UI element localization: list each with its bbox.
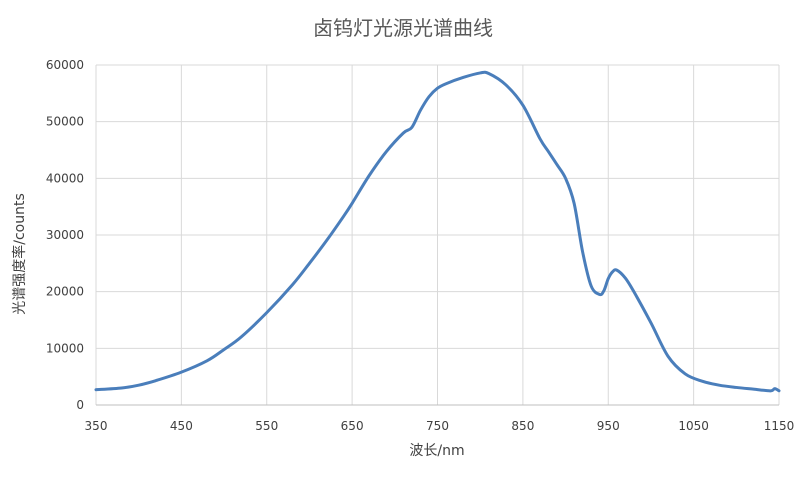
x-tick-label: 850 [511,419,534,433]
x-tick-label: 1150 [764,419,795,433]
y-tick-label: 20000 [46,285,84,299]
y-tick-label: 0 [76,398,84,412]
x-tick-label: 950 [597,419,620,433]
grid-lines [95,64,780,405]
tick-labels: 0 10000 20000 30000 40000 50000 60000 350 450 550… [46,58,794,433]
chart-title: 卤钨灯光源光谱曲线 [313,16,493,40]
x-tick-label: 1050 [678,419,709,433]
y-tick-label: 50000 [46,115,84,129]
y-axis-label: 光谱强度率/counts [11,193,28,315]
x-tick-label: 750 [426,419,449,433]
y-tick-label: 30000 [46,228,84,242]
x-axis-label: 波长/nm [409,443,464,459]
x-tick-label: 450 [170,419,193,433]
y-tick-label: 10000 [46,341,84,355]
series-layer [94,70,781,393]
x-tick-label: 550 [255,419,278,433]
x-tick-label: 350 [85,419,108,433]
x-tick-label: 650 [341,419,364,433]
y-tick-label: 60000 [46,58,84,72]
y-tick-label: 40000 [46,171,84,185]
series-line-0 [94,70,781,393]
